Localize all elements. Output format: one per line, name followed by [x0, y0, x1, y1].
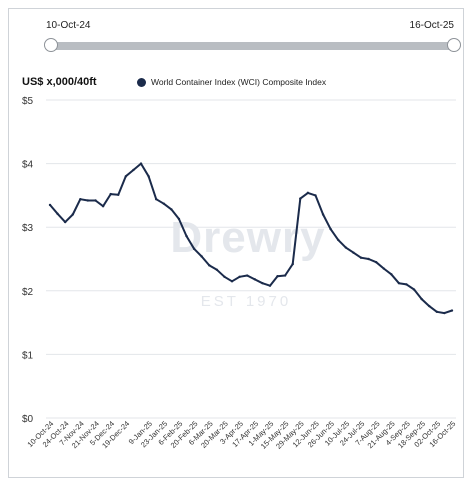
legend-label: World Container Index (WCI) Composite In… [151, 77, 327, 87]
data-point[interactable] [367, 257, 370, 261]
data-point[interactable] [412, 288, 416, 291]
y-tick-label: $4 [22, 160, 34, 171]
data-point[interactable] [132, 168, 135, 172]
data-point[interactable] [71, 213, 74, 216]
data-point[interactable] [101, 205, 105, 208]
data-point[interactable] [291, 262, 294, 266]
data-point[interactable] [200, 255, 203, 258]
data-point[interactable] [321, 213, 325, 216]
data-point[interactable] [56, 212, 59, 216]
series-line-wci [49, 162, 453, 315]
y-tick-label: $2 [22, 287, 34, 298]
data-point[interactable] [109, 192, 112, 196]
data-point[interactable] [420, 297, 423, 301]
data-point[interactable] [276, 274, 279, 278]
data-point[interactable] [299, 197, 302, 200]
data-point[interactable] [139, 162, 143, 165]
data-point[interactable] [238, 275, 241, 279]
data-point[interactable] [124, 175, 128, 178]
data-point[interactable] [450, 309, 454, 312]
data-point[interactable] [435, 310, 439, 313]
data-point[interactable] [382, 267, 385, 270]
y-axis-unit-label: US$ x,000/40ft [22, 76, 97, 88]
data-point[interactable] [374, 260, 378, 264]
y-tick-label: $5 [22, 96, 34, 107]
y-tick-label: $0 [22, 414, 34, 425]
y-tick-label: $3 [22, 223, 34, 234]
data-point[interactable] [185, 234, 188, 238]
data-point[interactable] [86, 199, 90, 202]
range-end-label: 16-Oct-25 [409, 20, 454, 31]
data-point[interactable] [154, 198, 158, 201]
data-point[interactable] [337, 238, 340, 242]
data-point[interactable] [230, 280, 234, 283]
data-point[interactable] [117, 193, 120, 196]
chart-card [8, 8, 464, 478]
data-point[interactable] [192, 247, 196, 251]
data-point[interactable] [170, 208, 173, 211]
drewry-watermark: Drewry EST 1970 [170, 213, 325, 310]
watermark-brand: Drewry [170, 213, 325, 262]
data-point[interactable] [79, 198, 82, 201]
data-point[interactable] [306, 191, 310, 195]
data-point[interactable] [63, 220, 67, 224]
data-point[interactable] [147, 175, 150, 178]
data-point[interactable] [359, 256, 363, 259]
data-point[interactable] [283, 274, 287, 277]
data-point[interactable] [352, 251, 355, 254]
data-point[interactable] [223, 275, 226, 279]
data-point[interactable] [246, 274, 249, 277]
data-point[interactable] [177, 217, 181, 221]
range-start-label: 10-Oct-24 [46, 20, 91, 31]
chart-legend[interactable]: World Container Index (WCI) Composite In… [137, 77, 326, 87]
data-point[interactable] [390, 273, 393, 276]
data-point[interactable] [329, 227, 332, 231]
data-point[interactable] [428, 304, 431, 308]
data-point[interactable] [208, 264, 211, 267]
data-point[interactable] [94, 199, 97, 202]
range-end-handle[interactable] [447, 38, 461, 52]
data-point[interactable] [162, 202, 165, 205]
data-point[interactable] [397, 281, 401, 285]
data-point[interactable] [253, 278, 256, 281]
data-point[interactable] [405, 283, 408, 286]
watermark-tagline: EST 1970 [201, 293, 291, 310]
data-point[interactable] [261, 281, 264, 285]
data-point[interactable] [48, 203, 52, 207]
y-tick-label: $1 [22, 350, 34, 361]
data-point[interactable] [268, 284, 272, 287]
date-range-slider-track[interactable] [50, 42, 454, 50]
legend-swatch [137, 77, 146, 87]
data-point[interactable] [215, 268, 219, 272]
range-start-handle[interactable] [44, 38, 58, 52]
data-point[interactable] [344, 246, 348, 249]
data-point[interactable] [443, 311, 446, 315]
data-point[interactable] [314, 194, 317, 197]
